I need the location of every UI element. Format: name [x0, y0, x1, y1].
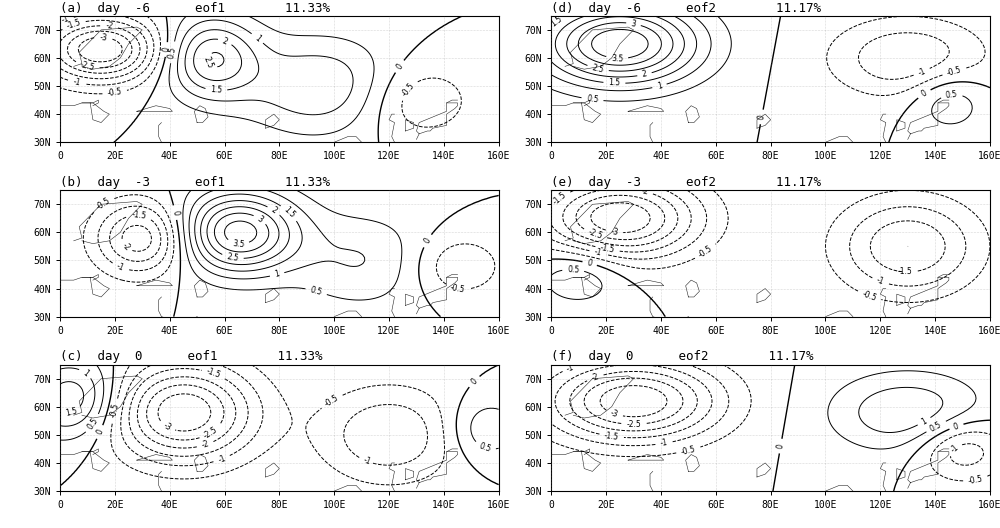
Text: 0: 0	[95, 428, 105, 436]
Text: (b)  day  -3      eof1        11.33%: (b) day -3 eof1 11.33%	[60, 176, 330, 189]
Text: -3: -3	[161, 421, 173, 432]
Text: 1.5: 1.5	[549, 14, 564, 29]
Text: 2: 2	[269, 205, 278, 215]
Text: -1: -1	[593, 248, 603, 258]
Text: 1: 1	[81, 368, 90, 378]
Text: -2.5: -2.5	[626, 420, 641, 429]
Text: -1.5: -1.5	[551, 191, 568, 207]
Text: -2: -2	[590, 372, 600, 383]
Text: 1.5: 1.5	[282, 205, 297, 220]
Text: -1: -1	[917, 67, 927, 78]
Text: 2: 2	[641, 70, 648, 79]
Text: 2: 2	[221, 36, 229, 46]
Text: 0: 0	[170, 209, 180, 216]
Text: -1: -1	[660, 438, 668, 448]
Text: 0.5: 0.5	[567, 265, 580, 275]
Text: -0.5: -0.5	[861, 289, 878, 303]
Text: -0.5: -0.5	[697, 244, 714, 260]
Text: 3.5: 3.5	[232, 239, 245, 249]
Text: -1: -1	[565, 362, 576, 373]
Text: 0.5: 0.5	[945, 90, 958, 100]
Text: 2.5: 2.5	[226, 252, 239, 263]
Text: 3: 3	[630, 19, 637, 29]
Text: 0: 0	[162, 46, 171, 53]
Text: 0: 0	[422, 237, 432, 245]
Text: -0.5: -0.5	[967, 474, 984, 486]
Text: -1: -1	[60, 14, 71, 25]
Text: -0.5: -0.5	[323, 393, 340, 409]
Text: 0: 0	[586, 258, 593, 268]
Text: 0: 0	[953, 421, 960, 431]
Text: 0: 0	[394, 62, 405, 71]
Text: 0: 0	[776, 443, 786, 449]
Text: 0.5: 0.5	[586, 95, 599, 105]
Text: -3: -3	[610, 227, 619, 237]
Text: -1.5: -1.5	[898, 267, 912, 277]
Text: -1.5: -1.5	[604, 431, 620, 442]
Text: 0: 0	[757, 114, 767, 120]
Text: -2.5: -2.5	[202, 425, 219, 440]
Text: 0.5: 0.5	[167, 45, 178, 59]
Text: 0.5: 0.5	[478, 441, 492, 454]
Text: -0.5: -0.5	[680, 444, 697, 457]
Text: -0.5: -0.5	[95, 196, 112, 212]
Text: 1: 1	[253, 33, 262, 43]
Text: 2.5: 2.5	[202, 55, 215, 70]
Text: 1.5: 1.5	[210, 86, 223, 95]
Text: -0.5: -0.5	[449, 283, 466, 294]
Text: -0.5: -0.5	[400, 81, 416, 98]
Text: -1.5: -1.5	[599, 243, 616, 255]
Text: -2: -2	[105, 22, 114, 31]
Text: 3.5: 3.5	[611, 53, 623, 63]
Text: -3: -3	[609, 409, 619, 419]
Text: (c)  day  0      eof1        11.33%: (c) day 0 eof1 11.33%	[60, 351, 322, 363]
Text: -1: -1	[362, 456, 372, 467]
Text: 1: 1	[656, 81, 663, 91]
Text: -1.5: -1.5	[132, 210, 147, 221]
Text: -1: -1	[217, 454, 227, 465]
Text: -2.5: -2.5	[79, 60, 96, 72]
Text: -0.5: -0.5	[946, 65, 963, 78]
Text: (a)  day  -6      eof1        11.33%: (a) day -6 eof1 11.33%	[60, 2, 330, 15]
Text: -2: -2	[640, 186, 649, 197]
Text: 0.5: 0.5	[86, 416, 100, 431]
Text: -1: -1	[875, 276, 885, 287]
Text: 1: 1	[920, 417, 928, 427]
Text: (d)  day  -6      eof2        11.17%: (d) day -6 eof2 11.17%	[551, 2, 821, 15]
Text: 1.5: 1.5	[64, 407, 78, 418]
Text: -0.5: -0.5	[107, 88, 123, 98]
Text: 1.5: 1.5	[608, 79, 621, 88]
Text: -3: -3	[100, 33, 108, 42]
Text: -2: -2	[120, 241, 132, 252]
Text: -1: -1	[115, 261, 126, 273]
Text: 0: 0	[920, 89, 929, 99]
Text: -2.5: -2.5	[587, 228, 604, 241]
Text: -1: -1	[949, 443, 960, 455]
Text: -1.5: -1.5	[65, 18, 82, 31]
Text: -1: -1	[72, 77, 81, 88]
Text: 1: 1	[274, 270, 281, 279]
Text: 0.5: 0.5	[309, 286, 323, 297]
Text: 0.5: 0.5	[929, 420, 944, 433]
Text: -1.5: -1.5	[205, 367, 222, 380]
Text: (f)  day  0      eof2        11.17%: (f) day 0 eof2 11.17%	[551, 351, 814, 363]
Text: 3: 3	[256, 214, 265, 224]
Text: -2: -2	[200, 439, 210, 450]
Text: 0: 0	[469, 376, 479, 386]
Text: (e)  day  -3      eof2        11.17%: (e) day -3 eof2 11.17%	[551, 176, 821, 189]
Text: -0.5: -0.5	[109, 402, 121, 419]
Text: 2.5: 2.5	[591, 63, 605, 74]
